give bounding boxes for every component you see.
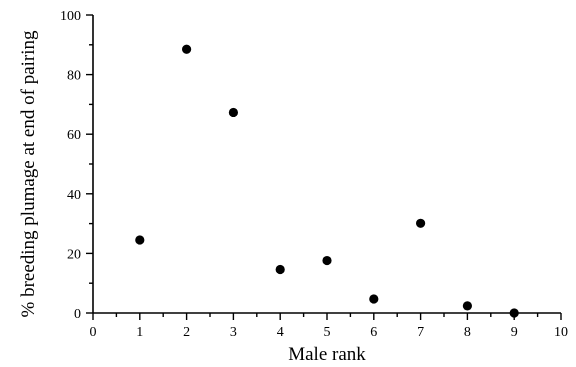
data-point — [182, 44, 192, 54]
x-tick-label: 4 — [277, 325, 284, 340]
x-tick-label: 10 — [554, 325, 568, 340]
y-tick-label: 20 — [67, 247, 81, 262]
data-point — [228, 107, 238, 118]
y-tick-label: 60 — [67, 128, 81, 143]
data-point — [322, 255, 332, 266]
y-tick-label: 100 — [60, 9, 81, 24]
y-tick-label: 0 — [74, 307, 81, 322]
data-point — [275, 264, 285, 275]
x-tick-label: 8 — [464, 325, 471, 340]
data-points — [135, 44, 519, 318]
y-tick-label: 40 — [67, 188, 81, 203]
x-tick-label: 6 — [370, 325, 377, 340]
data-point — [509, 308, 519, 318]
x-tick-label: 2 — [183, 325, 190, 340]
y-axis: 0 20 40 60 80 100 — [60, 9, 94, 322]
x-tick-label: 3 — [230, 325, 237, 340]
data-point — [135, 235, 145, 245]
data-point — [416, 218, 426, 228]
x-tick-label: 0 — [90, 325, 97, 340]
data-point — [462, 301, 472, 311]
x-tick-label: 7 — [417, 325, 424, 340]
x-tick-label: 5 — [324, 325, 331, 340]
y-tick-label: 80 — [67, 69, 81, 84]
x-axis-title: Male rank — [288, 344, 366, 365]
data-point — [369, 294, 379, 304]
x-axis: 0 1 2 3 4 5 6 7 8 9 10 — [90, 312, 568, 340]
x-tick-label: 1 — [136, 325, 143, 340]
x-tick-label: 9 — [511, 325, 518, 340]
y-axis-title: % breeding plumage at end of pairing — [18, 30, 39, 318]
